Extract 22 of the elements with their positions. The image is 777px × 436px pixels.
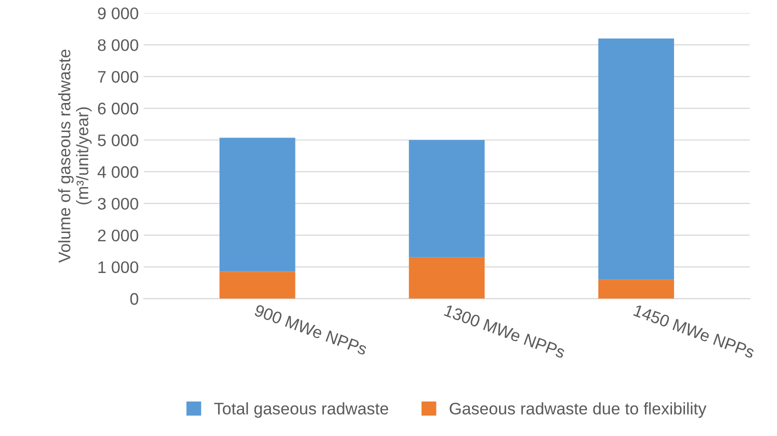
- y-tick-label: 8 000: [98, 39, 138, 52]
- bar: [598, 38, 674, 280]
- bar: [408, 140, 485, 258]
- bar: [598, 280, 674, 299]
- y-tick-label: 4 000: [98, 166, 138, 178]
- x-tick-label: 1450 MWe NPPs: [633, 304, 756, 358]
- y-tick-label: 0: [130, 293, 138, 305]
- y-tick-label: 3 000: [98, 198, 138, 210]
- bar: [220, 272, 296, 299]
- bar: [408, 257, 485, 299]
- legend-label: Gaseous radwaste due to flexibility: [450, 402, 706, 418]
- bar: [220, 138, 296, 272]
- y-tick-label: 5 000: [98, 134, 138, 146]
- y-tick-label: 6 000: [98, 102, 138, 114]
- y-tick-label: 7 000: [98, 70, 138, 83]
- y-tick-label: 9 000: [98, 7, 138, 20]
- y-tick-label: 1 000: [98, 261, 138, 274]
- x-tick-label: 1300 MWe NPPs: [444, 304, 566, 358]
- legend-label: Total gaseous radwaste: [214, 402, 388, 418]
- y-tick-label: 2 000: [98, 230, 138, 242]
- x-tick-label: 900 MWe NPPs: [254, 304, 368, 356]
- y-axis-title: Volume of gaseous radwaste (m³/unit/year): [58, 50, 92, 263]
